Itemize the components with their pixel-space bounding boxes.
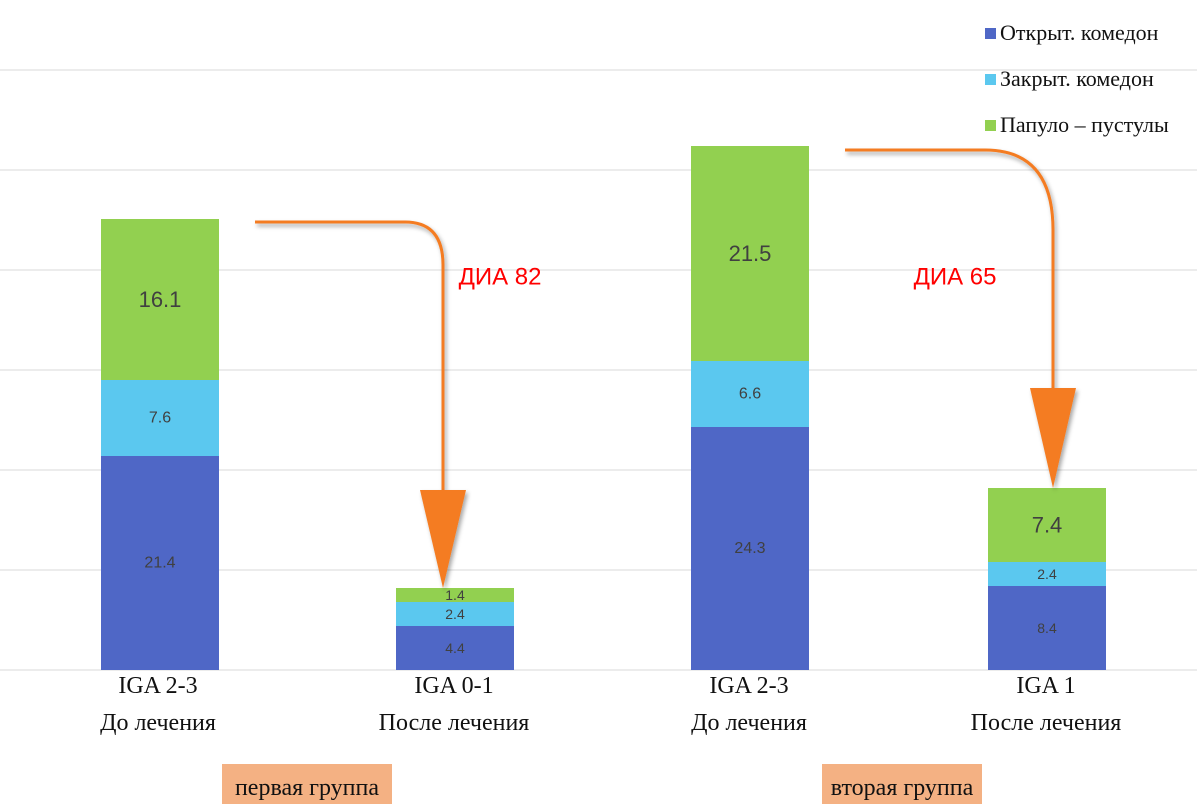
- bar-segment: [101, 456, 219, 670]
- data-label: 8.4: [1037, 620, 1057, 636]
- data-label: 2.4: [1037, 566, 1057, 582]
- data-label: 24.3: [734, 540, 765, 557]
- dia-annotation: ДИА 65: [914, 264, 997, 291]
- category-stage-label: До лечения: [100, 710, 216, 736]
- legend-label: Закрыт. комедон: [1000, 66, 1154, 91]
- category-label-3: IGA 2-3 До лечения: [691, 672, 807, 737]
- bar-segment: [396, 588, 514, 602]
- bar-segment: [691, 146, 809, 361]
- category-iga-label: IGA 1: [1016, 673, 1076, 699]
- category-label-2: IGA 0-1 После лечения: [379, 672, 530, 737]
- data-label: 21.4: [144, 555, 175, 572]
- category-label-4: IGA 1 После лечения: [971, 672, 1122, 737]
- dia-annotation: ДИА 82: [459, 264, 542, 291]
- arrow-head: [1030, 388, 1076, 488]
- bar-segment: [396, 602, 514, 626]
- data-label: 16.1: [139, 287, 182, 312]
- bar-segment: [691, 427, 809, 670]
- category-iga-label: IGA 0-1: [414, 673, 494, 699]
- legend-swatch: [985, 119, 996, 131]
- legend-swatch: [985, 27, 996, 39]
- category-stage-label: До лечения: [691, 710, 807, 736]
- group-label-second: вторая группа: [822, 764, 982, 804]
- bar-segment: [691, 361, 809, 427]
- group-label-text: первая группа: [234, 775, 380, 801]
- data-label: 7.4: [1032, 513, 1063, 538]
- bar-segment: [101, 380, 219, 456]
- data-label: 4.4: [445, 640, 465, 656]
- category-stage-label: После лечения: [378, 710, 530, 736]
- legend-label: Папуло – пустулы: [1000, 112, 1169, 137]
- bar-segment: [396, 626, 514, 670]
- bar-segment: [988, 488, 1106, 562]
- category-label-1: IGA 2-3 До лечения: [100, 672, 216, 737]
- legend-item-papules-pustules: Папуло – пустулы: [985, 102, 1195, 148]
- legend-swatch: [985, 73, 996, 85]
- bar-segment: [101, 219, 219, 380]
- arrow-head: [420, 490, 466, 588]
- legend: Открыт. комедон Закрыт. комедон Папуло –…: [985, 10, 1195, 148]
- data-label: 7.6: [149, 410, 171, 427]
- legend-item-open-comedones: Открыт. комедон: [985, 10, 1195, 56]
- arrow-curve: [255, 220, 445, 490]
- legend-item-closed-comedones: Закрыт. комедон: [985, 56, 1195, 102]
- data-label: 6.6: [739, 386, 761, 403]
- arrow-curve: [845, 148, 1055, 388]
- category-iga-label: IGA 2-3: [709, 673, 789, 699]
- data-label: 2.4: [445, 606, 465, 622]
- bar-segment: [988, 562, 1106, 586]
- bar-segment: [988, 586, 1106, 670]
- category-stage-label: После лечения: [970, 710, 1122, 736]
- group-label-first: первая группа: [222, 764, 392, 804]
- data-label: 1.4: [445, 587, 465, 603]
- data-label: 21.5: [729, 241, 772, 266]
- legend-label: Открыт. комедон: [1000, 20, 1159, 45]
- group-label-text: вторая группа: [830, 775, 974, 801]
- category-iga-label: IGA 2-3: [118, 673, 198, 699]
